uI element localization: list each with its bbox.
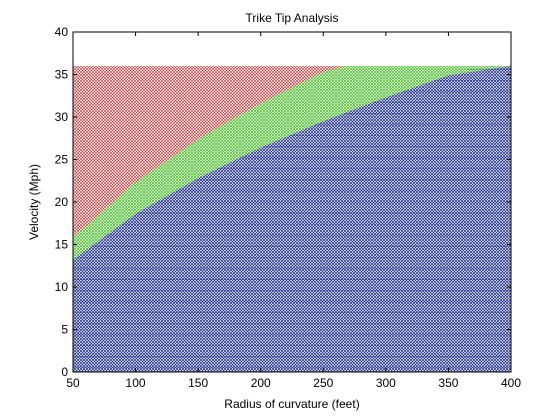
y-tick-label: 35 (55, 68, 69, 82)
y-tick-label: 0 (61, 365, 68, 379)
x-tick-label: 150 (188, 376, 208, 390)
y-tick-label: 15 (55, 238, 69, 252)
y-tick-label: 20 (55, 195, 69, 209)
x-tick-label: 400 (501, 376, 521, 390)
y-axis-ticks: 0 5 10 15 20 25 30 35 40 (55, 25, 511, 379)
y-tick-label: 10 (55, 280, 69, 294)
x-axis-label: Radius of curvature (feet) (224, 397, 359, 411)
y-tick-label: 30 (55, 110, 69, 124)
x-tick-label: 250 (313, 376, 333, 390)
data-regions (73, 66, 511, 372)
y-tick-label: 40 (55, 25, 69, 39)
x-tick-label: 200 (251, 376, 271, 390)
x-tick-label: 350 (438, 376, 458, 390)
y-axis-label: Velocity (Mph) (27, 164, 41, 240)
x-tick-label: 50 (66, 376, 80, 390)
x-axis-ticks: 50 100 150 200 250 300 350 400 (66, 32, 521, 390)
x-tick-label: 100 (126, 376, 146, 390)
y-tick-label: 25 (55, 153, 69, 167)
plot-frame (72, 31, 512, 373)
chart-title: Trike Tip Analysis (246, 11, 339, 25)
y-tick-label: 5 (61, 323, 68, 337)
x-tick-label: 300 (376, 376, 396, 390)
region-safe (73, 66, 511, 372)
